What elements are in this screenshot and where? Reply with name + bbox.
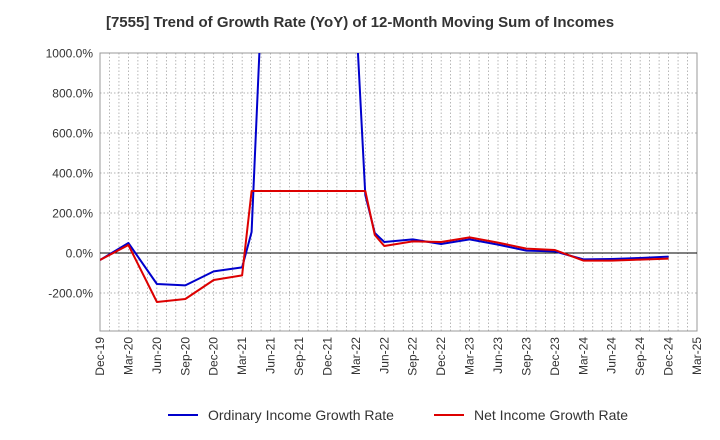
x-tick-label: Mar-24 xyxy=(576,337,590,375)
series-lines xyxy=(100,53,669,303)
x-tick-label: Dec-24 xyxy=(662,337,676,376)
x-tick-label: Dec-22 xyxy=(434,337,448,376)
y-tick-label: 600.0% xyxy=(52,127,93,141)
axes xyxy=(99,52,698,332)
x-tick-label: Sep-23 xyxy=(519,337,533,376)
y-tick-label: 0.0% xyxy=(66,247,94,261)
x-tick-label: Jun-20 xyxy=(150,337,164,374)
x-tick-label: Jun-24 xyxy=(605,337,619,374)
x-tick-label: Jun-21 xyxy=(264,337,278,374)
x-tick-label: Mar-25 xyxy=(690,337,704,375)
x-tick-label: Dec-20 xyxy=(207,337,221,376)
x-tick-label: Jun-22 xyxy=(377,337,391,374)
x-tick-label: Mar-20 xyxy=(121,337,135,375)
y-tick-label: 1000.0% xyxy=(46,47,94,61)
x-tick-label: Mar-23 xyxy=(463,337,477,375)
plot-frame xyxy=(99,52,698,332)
chart-title: [7555] Trend of Growth Rate (YoY) of 12-… xyxy=(105,14,615,31)
series-line-net-income xyxy=(100,190,669,303)
legend-swatch-ordinary-income xyxy=(168,414,198,416)
legend-item-ordinary-income: Ordinary Income Growth Rate xyxy=(168,406,394,424)
x-tick-label: Mar-22 xyxy=(349,337,363,375)
legend-item-net-income: Net Income Growth Rate xyxy=(434,406,628,424)
x-tick-labels: Dec-19 Mar-20 Jun-20 Sep-20 Dec-20 Mar-21 Jun-… xyxy=(93,337,704,376)
legend-swatch-net-income xyxy=(434,414,464,416)
y-tick-label: -200.0% xyxy=(48,287,93,301)
x-tick-label: Mar-21 xyxy=(235,337,249,375)
legend-label-ordinary-income: Ordinary Income Growth Rate xyxy=(208,407,394,423)
y-tick-labels: -200.0% 0.0% 200.0% 400.0% 600.0% 800.0% 1000.… xyxy=(46,47,94,301)
y-tick-label: 200.0% xyxy=(52,207,93,221)
x-tick-label: Jun-23 xyxy=(491,337,505,374)
legend-label-net-income: Net Income Growth Rate xyxy=(474,407,629,423)
x-tick-label: Dec-23 xyxy=(548,337,562,376)
x-tick-label: Sep-20 xyxy=(178,337,192,376)
x-tick-label: Dec-21 xyxy=(320,337,334,376)
y-tick-label: 400.0% xyxy=(52,167,93,181)
x-tick-label: Sep-22 xyxy=(406,337,420,376)
x-tick-label: Sep-24 xyxy=(633,337,647,376)
gridlines xyxy=(100,53,697,331)
y-tick-label: 800.0% xyxy=(52,87,93,101)
x-tick-label: Dec-19 xyxy=(93,337,107,376)
x-tick-label: Sep-21 xyxy=(292,337,306,376)
